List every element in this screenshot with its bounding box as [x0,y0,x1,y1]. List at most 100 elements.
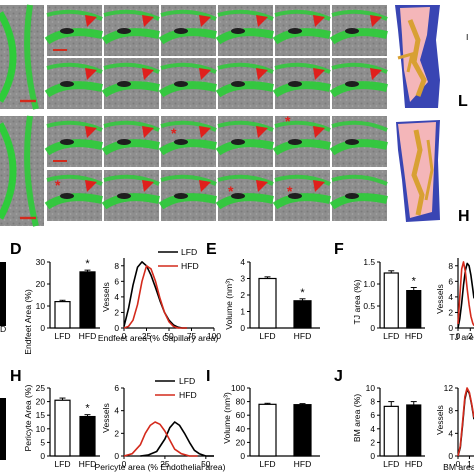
red-arrowhead [370,68,382,80]
asterisk-marker: * [287,183,293,199]
red-arrowhead [85,15,97,27]
panel-label-e: E [206,241,217,258]
significance-marker: * [300,287,305,299]
red-arrowhead [199,126,211,138]
panel-d-distribution: 8 6 4 2 00 25 50 75 100 [114,258,221,341]
y-tick-label: 2 [448,307,453,317]
panel-f-curve-xlabel: TJ area [449,332,474,342]
bar [383,272,399,329]
panel-f-curve-ylabel: Vessels [435,284,445,314]
panel-h-legend: LFD HFD [155,376,197,400]
asterisk-marker: * [171,125,177,141]
fragment-bar-top [0,262,6,326]
y-tick-label: 0 [448,451,453,461]
red-arrowhead [313,126,325,138]
y-tick-label: 0 [370,323,375,333]
membrane-overlay [274,120,331,132]
series-line-lfd [123,261,187,329]
y-tick-label: 25 [36,383,46,393]
panel-j-bar-chart: 10 8 6 4 2 0 LFD HFD [366,383,425,469]
y-tick-label: 4 [448,292,453,302]
legend-hfd: HFD [181,261,199,271]
dense-structure [174,139,188,145]
y-tick-label: 60 [236,410,246,420]
legend-lfd: LFD [181,247,197,257]
y-tick-label: 0 [240,451,245,461]
reconstruction-hfd [396,120,440,222]
dense-structure [345,139,359,145]
panel-j-curve-ylabel: Vessels [435,405,445,435]
dense-structure [288,28,302,34]
red-arrowhead [256,126,268,138]
dense-structure [345,193,359,199]
y-tick-label: 4 [370,424,375,434]
panel-h-bar-chart: 25 20 15 10 5 0 LFD HFD * [36,383,100,469]
x-tick-label: 50 [164,331,174,341]
panel-f-ylabel: TJ area (%) [352,279,362,324]
series-line-hfd [457,261,474,327]
panel-d-ylabel: Endfeet Area (%) [23,289,33,355]
x-tick-label: 100 [207,331,221,341]
bar [383,405,399,457]
bar [54,399,71,457]
y-tick-label: 0 [370,451,375,461]
membrane-overlay [103,62,160,74]
y-tick-label: 2 [370,437,375,447]
dense-structure [60,193,74,199]
dense-structure [117,81,131,87]
bar [258,403,277,457]
y-tick-label: 6 [114,383,119,393]
x-tick-label: 0 [122,459,127,469]
x-tick-label: 0 [456,331,461,341]
red-arrowhead [85,68,97,80]
panel-h-curve-xlabel: Pericyte area (% Endothelial area) [95,462,226,472]
fragment-bar-bottom [0,398,6,460]
red-arrowhead [313,180,325,192]
panel-h-ylabel: Pericyte Area (%) [23,384,33,451]
panel-label-i: I [206,368,210,385]
category-label: HFD [405,331,423,341]
x-tick-label: 75 [187,331,197,341]
panel-label-j: J [334,368,343,385]
y-tick-label: 12 [444,383,454,393]
red-arrowhead [85,180,97,192]
y-tick-label: 10 [36,424,46,434]
membrane-overlay [217,62,274,74]
membrane-overlay [103,9,160,21]
membrane-overlay [160,9,217,21]
dense-structure [60,28,74,34]
dense-structure [174,81,188,87]
series-line-lfd [457,262,474,329]
membrane-overlay [24,4,39,110]
red-arrowhead [313,68,325,80]
membrane-overlay [274,174,331,186]
panel-e-bar-chart: 4 3 2 1 0 LFD HFD * [240,257,320,341]
category-label: LFD [54,459,70,469]
panel-d-bar-chart: 30 20 10 0 LFD HFD * [36,257,100,341]
bar [406,404,422,457]
asterisk-marker: * [285,113,291,129]
x-tick-label: 25 [160,459,170,469]
y-tick-label: 8 [448,406,453,416]
dense-structure [345,81,359,87]
y-tick-label: 0 [114,323,119,333]
dense-structure [117,193,131,199]
red-arrowhead [142,68,154,80]
panel-label-d: D [10,241,22,258]
y-tick-label: 0 [448,323,453,333]
red-arrowhead [142,126,154,138]
y-tick-label: 2 [114,307,119,317]
y-tick-label: 8 [370,397,375,407]
y-tick-label: 20 [36,397,46,407]
fragment-letter-top: I [466,32,468,42]
dense-structure [288,139,302,145]
red-arrowhead [256,15,268,27]
series-line-lfd [140,421,214,457]
series-line-hfd [123,421,198,457]
series-line-hfd [123,264,187,329]
membrane-overlay [217,174,274,186]
red-arrowhead [199,180,211,192]
panel-d-curve-ylabel: Vessels [101,282,111,312]
bar [54,301,71,329]
